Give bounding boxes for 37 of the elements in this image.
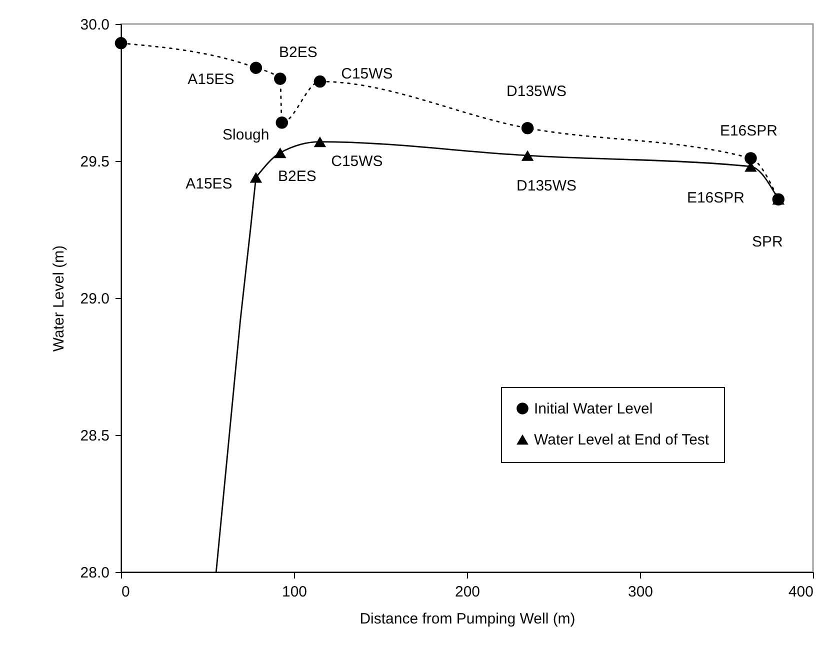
x-tick-label: 0	[122, 584, 130, 600]
point	[274, 147, 286, 158]
point	[521, 150, 534, 161]
annotation: B2ES	[278, 44, 318, 61]
y-tick-label: 29.0	[80, 290, 110, 308]
point	[314, 75, 326, 88]
x-tick-label: 300	[628, 584, 654, 600]
y-tick-label: 30.0	[80, 16, 110, 34]
legend-label: Water Level at End of Test	[534, 432, 710, 448]
annotation: D135WS	[516, 178, 577, 195]
y-axis-title: Water Level (m)	[50, 245, 68, 352]
x-tick-label: 200	[454, 584, 480, 600]
y-tick-label: 28.5	[80, 428, 110, 444]
annotation: A15ES	[188, 70, 234, 88]
annotation: A15ES	[186, 175, 232, 192]
point	[114, 37, 128, 50]
y-tick-label: 29.5	[80, 154, 110, 170]
point	[276, 116, 288, 129]
annotation: C15WS	[331, 152, 383, 170]
annotation: Slough	[222, 126, 270, 144]
point	[314, 136, 326, 148]
y-tick-label: 28.0	[80, 564, 110, 582]
legend-label: Initial Water Level	[534, 400, 653, 418]
point	[521, 122, 534, 134]
annotation: C15WS	[341, 66, 393, 83]
point	[744, 152, 757, 164]
x-tick-label: 400	[788, 584, 814, 600]
x-axis-title: Distance from Pumping Well (m)	[360, 610, 576, 628]
annotation: E16SPR	[686, 189, 745, 206]
annotation: SPR	[752, 233, 783, 250]
annotation: D135WS	[506, 83, 567, 100]
point	[274, 72, 286, 85]
annotation: B2ES	[278, 168, 316, 185]
point	[250, 172, 262, 183]
point	[250, 62, 262, 74]
x-tick-label: 100	[282, 584, 308, 600]
annotation: E16SPR	[720, 122, 778, 140]
